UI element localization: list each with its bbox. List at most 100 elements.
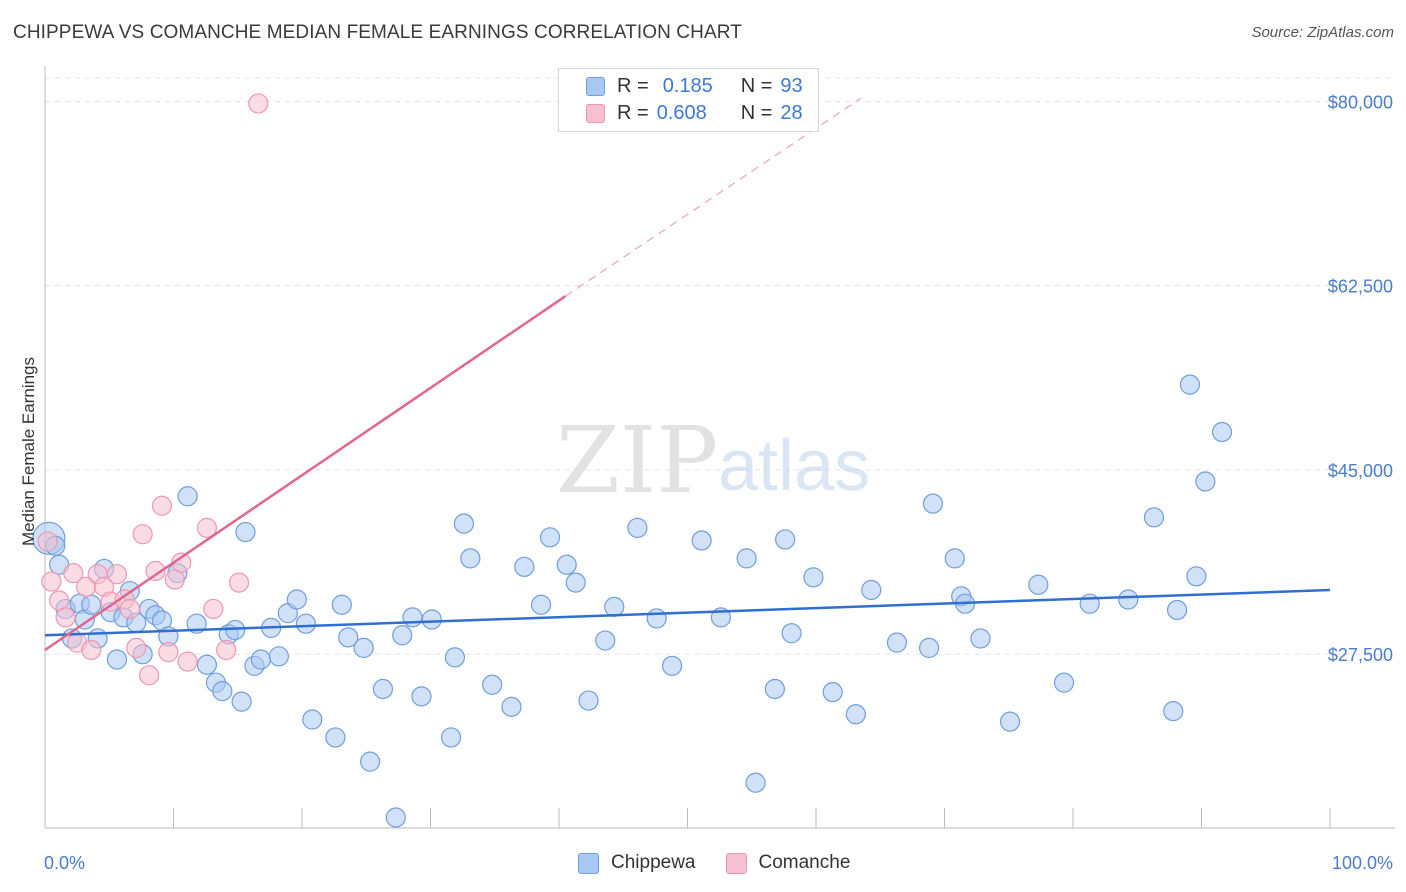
legend-r-value: 0.608	[656, 101, 707, 124]
chippewa-point	[1143, 507, 1165, 528]
axis-labels: $27,500 $45,000 $62,500 $80,000 0.0% 100.0% Me…	[19, 92, 1393, 873]
chippewa-points	[32, 374, 1233, 828]
chippewa-point	[268, 646, 289, 667]
chippewa-point	[421, 609, 442, 630]
legend-comanche-label: Comanche	[758, 852, 851, 873]
axes	[44, 66, 1395, 829]
chippewa-point	[530, 594, 552, 615]
chippewa-point	[604, 596, 625, 617]
chippewa-point	[691, 530, 712, 551]
comanche-point	[132, 524, 153, 545]
comanche-point	[126, 637, 147, 659]
comanche-point	[196, 517, 218, 538]
chippewa-point	[1028, 574, 1049, 595]
comanche-point	[37, 531, 58, 552]
y-tick-label: $45,000	[1328, 461, 1393, 481]
chippewa-point	[402, 607, 423, 628]
chippewa-point	[1195, 471, 1216, 492]
chippewa-point	[411, 686, 432, 707]
chippewa-point	[627, 517, 648, 538]
chippewa-point	[295, 613, 316, 634]
x-tick-label-max: 100.0%	[1332, 853, 1393, 873]
chippewa-point	[661, 655, 683, 676]
comanche-point	[151, 495, 173, 516]
chippewa-swatch	[586, 76, 605, 96]
chippewa-point	[360, 751, 381, 772]
watermark-zip: ZIP	[556, 407, 718, 514]
legend-n-value: 28	[780, 101, 803, 124]
comanche-point	[164, 569, 185, 590]
chippewa-point	[1211, 421, 1233, 443]
legend-n-value: 93	[780, 74, 803, 97]
chippewa-trend-line	[44, 588, 1331, 637]
comanche-point	[119, 598, 140, 620]
chippewa-point	[861, 579, 882, 601]
comanche-swatch	[725, 852, 747, 874]
chippewa-point	[514, 556, 535, 577]
chippewa-point	[186, 613, 207, 634]
comanche-point	[216, 639, 237, 661]
comanche-trend-line	[44, 295, 567, 652]
y-axis-title: Median Female Earnings	[19, 357, 38, 546]
legend: R = 0.185 N = 93 R = 0.608 N = 28	[558, 68, 819, 132]
chippewa-point	[803, 567, 824, 588]
comanche-point	[158, 642, 179, 663]
chippewa-point	[325, 727, 346, 748]
chippewa-point	[338, 627, 359, 648]
chippewa-point	[922, 493, 944, 514]
chippewa-point	[595, 630, 616, 651]
chippewa-point	[944, 548, 965, 569]
chippewa-point	[999, 711, 1021, 732]
trend-lines	[44, 97, 1331, 652]
chippewa-point	[845, 704, 866, 725]
chippewa-point	[235, 521, 256, 543]
chippewa-point	[886, 632, 908, 653]
chippewa-point	[1118, 589, 1139, 610]
legend-item-comanche: Comanche	[725, 852, 851, 874]
comanche-point	[248, 93, 269, 114]
chippewa-point	[482, 674, 503, 695]
chippewa-point	[81, 594, 102, 615]
legend-n-label: N =	[740, 74, 773, 97]
chippewa-point	[539, 527, 561, 548]
series-legend: Chippewa Comanche	[578, 852, 880, 874]
legend-r-label: R =	[617, 101, 649, 124]
legend-r-value: 0.185	[662, 74, 713, 97]
comanche-point	[177, 651, 198, 672]
chippewa-point	[775, 529, 796, 550]
chippewa-point	[106, 649, 128, 670]
y-tick-label: $62,500	[1328, 277, 1393, 297]
comanche-point	[228, 572, 250, 593]
comanche-points	[37, 93, 269, 686]
chippewa-point	[286, 589, 307, 610]
chippewa-point	[177, 486, 198, 507]
comanche-point	[145, 560, 166, 582]
legend-item-chippewa: Chippewa	[578, 852, 696, 874]
chippewa-point	[736, 548, 757, 569]
chippewa-point	[385, 807, 406, 828]
chippewa-point	[212, 680, 233, 702]
chippewa-point	[1179, 374, 1201, 395]
comanche-point	[49, 590, 70, 611]
chippewa-point	[1186, 566, 1207, 587]
chippewa-point	[764, 678, 785, 700]
comanche-point	[203, 598, 224, 620]
chippewa-point	[822, 682, 843, 703]
chippewa-point	[578, 690, 599, 711]
chippewa-point	[460, 548, 481, 569]
chippewa-point	[1163, 701, 1184, 722]
y-tick-label: $80,000	[1328, 92, 1393, 112]
chart-title: CHIPPEWA VS COMANCHE MEDIAN FEMALE EARNI…	[13, 22, 742, 43]
chippewa-point	[231, 691, 252, 712]
chippewa-point	[745, 772, 766, 793]
chippewa-point	[970, 628, 991, 649]
y-tick-label: $27,500	[1328, 645, 1393, 665]
chippewa-point	[565, 572, 586, 593]
watermark-atlas: atlas	[718, 426, 870, 506]
chippewa-swatch	[578, 852, 599, 874]
legend-row-comanche: R = 0.608 N = 28	[586, 100, 803, 126]
chippewa-point	[556, 554, 577, 575]
chippewa-point	[501, 696, 522, 717]
comanche-point	[41, 571, 62, 592]
